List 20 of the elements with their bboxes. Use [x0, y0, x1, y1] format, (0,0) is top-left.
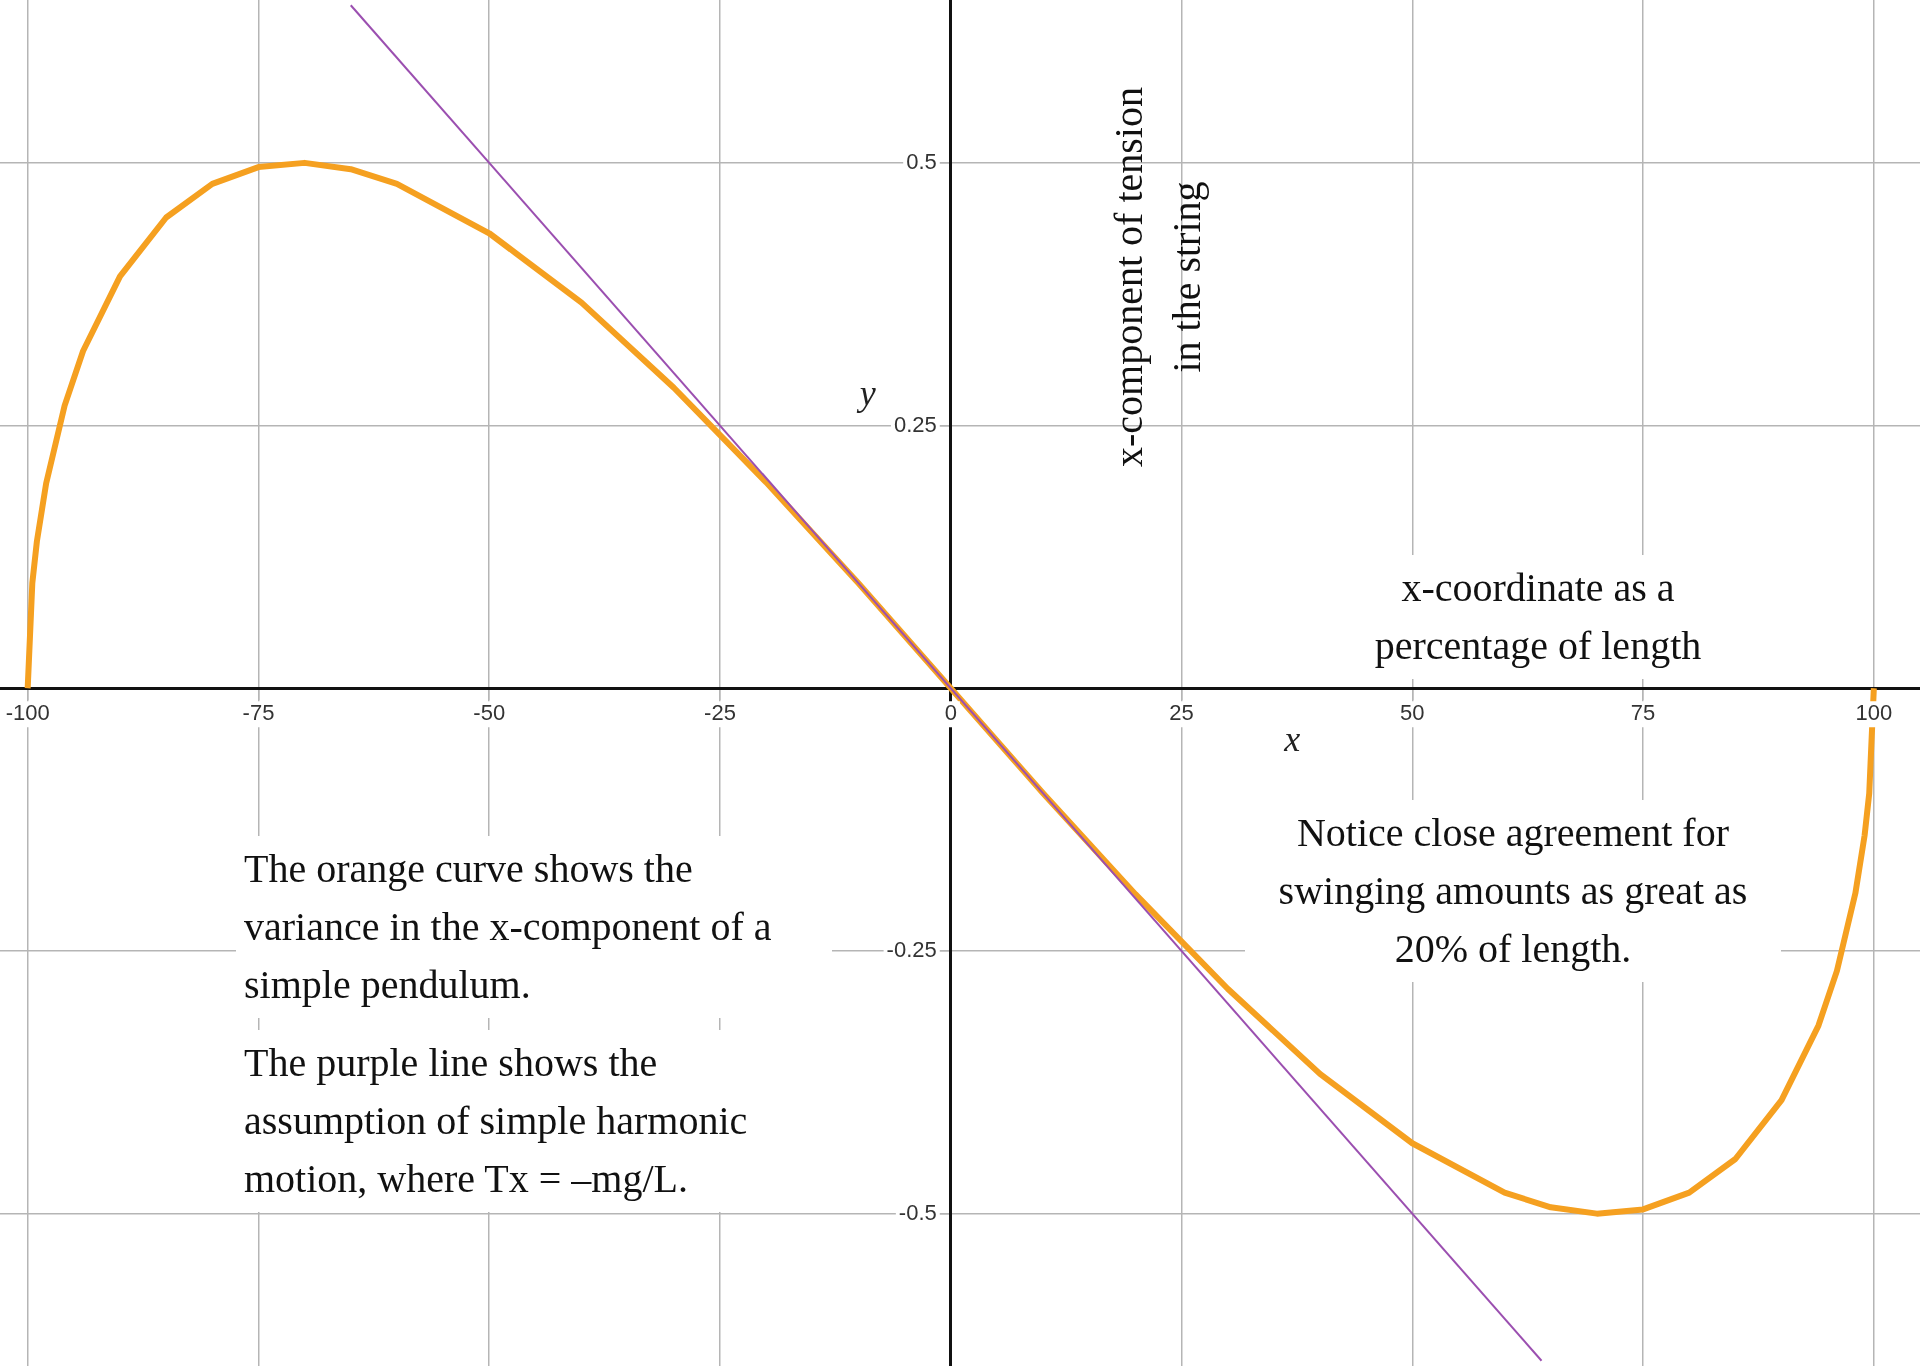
annotation: x-coordinate as a percentage of length [1320, 555, 1756, 679]
annotation: The orange curve shows the variance in the x-component of a simple pendulum. [236, 836, 832, 1018]
annotation: Notice close agreement for swinging amounts as great as 20% of length. [1245, 800, 1781, 982]
y-tick-label: 0.25 [893, 411, 937, 437]
x-tick-label: 25 [1169, 700, 1194, 726]
x-tick-label: 100 [1855, 700, 1893, 726]
annotation: The purple line shows the assumption of simple harmonic motion, where Tx = –mg/L. [236, 1030, 792, 1212]
y-axis-title: y [856, 372, 876, 413]
x-tick-label: 75 [1630, 700, 1656, 726]
x-tick-label: -50 [473, 700, 506, 726]
annotation: x-component of tension in the string [1105, 86, 1210, 469]
y-tick-label: -0.25 [886, 937, 937, 963]
x-tick-label: -75 [242, 700, 275, 726]
x-tick-label: 0 [944, 700, 957, 726]
y-tick-label: 0.5 [906, 148, 937, 174]
x-tick-label: -100 [5, 700, 50, 726]
x-tick-label: 50 [1400, 700, 1425, 726]
x-tick-label: -25 [704, 700, 736, 726]
x-axis-title: x [1283, 719, 1301, 760]
y-tick-label: -0.5 [898, 1199, 937, 1225]
